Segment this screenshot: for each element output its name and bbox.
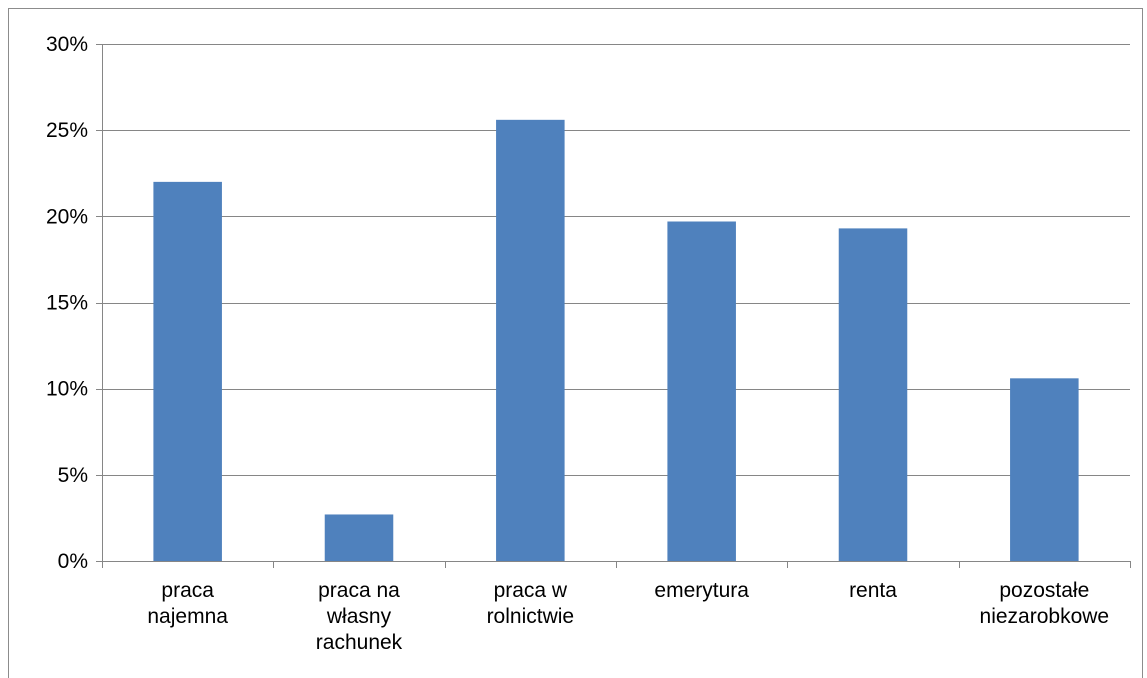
x-category-labels: praca najemna praca na własny rachunek praca … [147,579,1109,654]
bar-3 [496,119,565,562]
x-category-label-3: praca w rolnictwie [487,579,575,628]
x-category-label-5: renta [849,579,897,602]
x-category-label-6: pozostałe niezarobkowe [980,579,1110,628]
x-category-label-4: emerytura [654,579,749,602]
y-tick-label-30: 30% [46,33,88,56]
bar-6 [1010,378,1079,561]
x-category-label-1: praca najemna [147,579,228,628]
bar-5 [838,228,908,561]
y-tick-labels: 0% 5% 10% 15% 20% 25% 30% [46,33,88,573]
y-tick-label-25: 25% [46,119,88,142]
gridlines [96,44,1130,476]
y-tick-label-20: 20% [46,205,88,228]
bar-4 [667,221,736,561]
x-category-label-2: praca na własny rachunek [316,579,403,654]
y-tick-label-10: 10% [46,378,88,401]
y-tick-label-5: 5% [58,464,88,487]
bar-1 [153,181,222,561]
bar-2 [324,514,394,561]
axes [96,44,1131,568]
bars [153,119,1079,562]
y-tick-label-15: 15% [46,292,88,315]
y-tick-label-0: 0% [58,550,88,573]
